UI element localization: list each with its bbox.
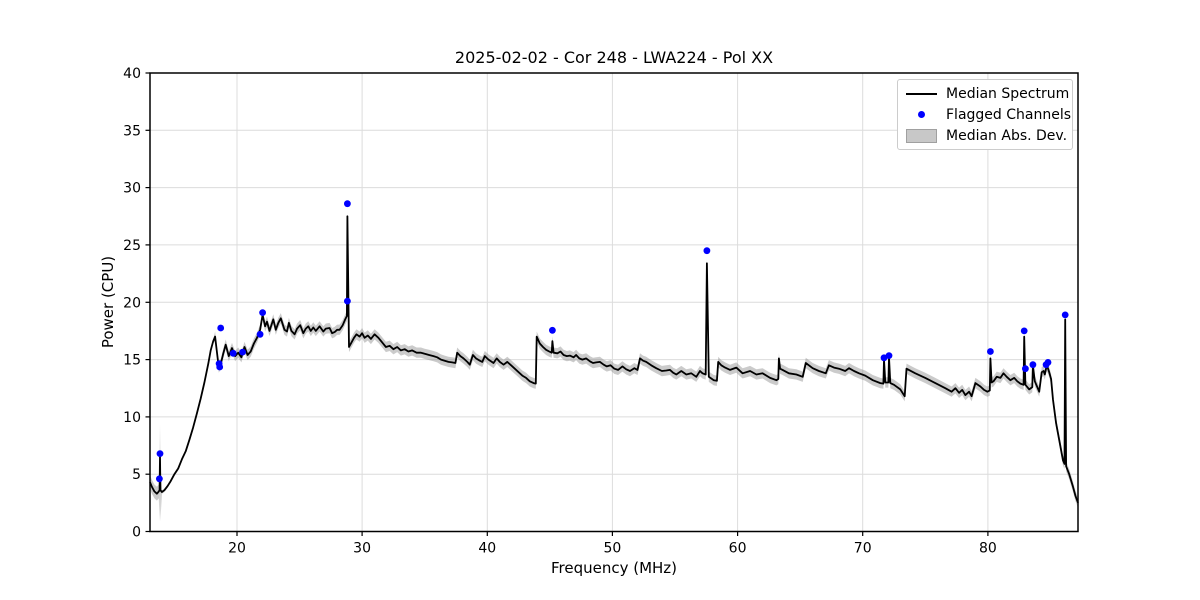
x-axis-label: Frequency (MHz) [550,559,678,577]
flagged-channel-point [239,348,247,356]
flagged-channel-point [229,349,237,357]
median-spectrum-line-icon [905,92,937,95]
flagged-channel-point [1022,365,1029,373]
median-spectrum-line [149,215,1079,504]
mad-patch-icon [905,128,937,143]
x-tick-label: 50 [603,541,621,557]
legend-item-median-spectrum: Median Spectrum [905,83,1069,104]
y-tick-label: 20 [123,295,141,311]
flagged-channel-point [1061,311,1069,319]
legend-label: Median Spectrum [946,85,1070,102]
y-tick-label: 0 [132,525,141,541]
y-axis-label: Power (CPU) [99,255,117,349]
y-tick-label: 10 [123,410,141,426]
flagged-channel-point [344,297,351,305]
flagged-channel-point [1044,359,1052,366]
flagged-channel-point [1020,327,1028,335]
chart-title: 2025-02-02 - Cor 248 - LWA224 - Pol XX [454,48,774,67]
flagged-channel-point [156,450,164,457]
flagged-channel-point [216,363,224,371]
flagged-channel-point [344,200,351,208]
x-tick-label: 30 [353,541,371,557]
flagged-channel-point [1029,361,1037,369]
x-tick-label: 60 [729,541,747,557]
flagged-channel-point [156,475,163,483]
flagged-channel-point [885,352,893,359]
mad-band [150,211,1078,522]
legend: Median Spectrum Flagged Channels Median … [897,79,1073,150]
y-tick-label: 25 [123,238,141,254]
flagged-channel-point [987,348,994,355]
legend-item-median-abs-dev: Median Abs. Dev. [905,125,1068,146]
legend-label: Median Abs. Dev. [946,127,1068,144]
x-tick-label: 70 [854,541,872,557]
flagged-channel-point [549,326,556,334]
x-tick-label: 20 [228,541,246,557]
y-tick-label: 15 [123,353,141,369]
flagged-channel-point [217,324,225,332]
y-tick-label: 35 [123,123,141,139]
x-tick-label: 40 [478,541,496,557]
legend-label: Flagged Channels [946,106,1072,123]
legend-item-flagged-channels: Flagged Channels [905,104,1071,125]
flagged-channel-point [259,309,266,316]
flagged-channel-point [703,247,711,255]
y-tick-label: 5 [132,467,141,483]
y-tick-label: 40 [123,66,141,82]
y-tick-label: 30 [123,181,141,197]
x-tick-label: 80 [979,541,997,557]
flagged-channel-dot-icon [905,111,937,118]
flagged-channel-point [256,330,264,338]
